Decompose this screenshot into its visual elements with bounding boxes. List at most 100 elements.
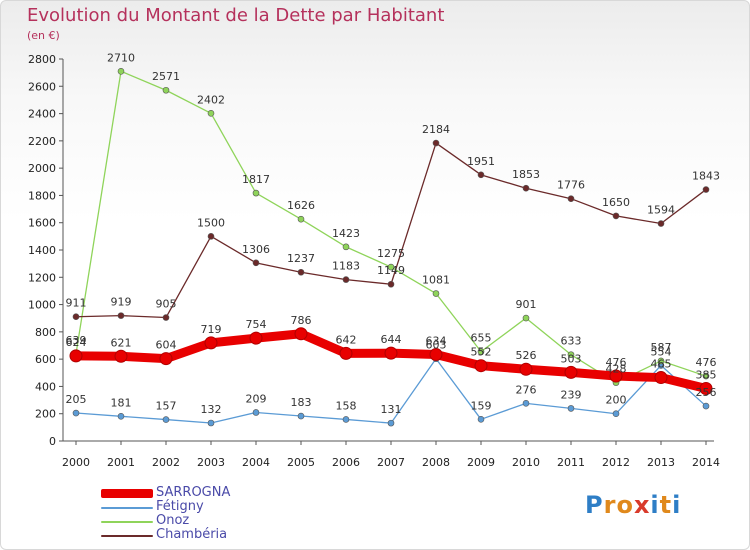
- data-label-chambéria: 1853: [512, 168, 540, 181]
- data-point-chambéria: [702, 186, 710, 193]
- data-label-sarrogna: 476: [606, 356, 627, 369]
- data-point-onoz: [207, 109, 215, 117]
- legend-swatch-sarrogna: [101, 489, 153, 498]
- legend-label-onoz: Onoz: [156, 513, 190, 528]
- data-point-onoz: [117, 67, 125, 75]
- data-label-sarrogna: 526: [516, 349, 537, 362]
- data-point-onoz: [342, 243, 350, 251]
- logo-letter: P: [585, 491, 604, 519]
- y-tick-label: 1600: [28, 217, 56, 230]
- data-label-chambéria: 1951: [467, 155, 495, 168]
- data-label-chambéria: 1776: [557, 179, 585, 192]
- data-point-sarrogna: [204, 336, 218, 350]
- data-point-chambéria: [72, 313, 80, 321]
- data-point-fétigny: [702, 402, 710, 410]
- data-point-sarrogna: [294, 327, 308, 341]
- data-label-onoz: 2710: [107, 51, 135, 64]
- data-point-onoz: [387, 263, 395, 271]
- x-tick-label: 2014: [692, 456, 720, 469]
- logo-letter: t: [659, 491, 673, 519]
- data-point-chambéria: [207, 233, 215, 240]
- data-label-chambéria: 1183: [332, 260, 360, 273]
- y-tick-label: 2000: [28, 162, 56, 175]
- data-label-fétigny: 256: [696, 386, 717, 399]
- data-point-sarrogna: [69, 349, 83, 363]
- data-point-sarrogna: [564, 365, 578, 379]
- data-label-onoz: 428: [606, 363, 627, 376]
- data-point-onoz: [702, 372, 710, 380]
- data-point-chambéria: [567, 195, 575, 203]
- y-tick-label: 800: [35, 326, 56, 339]
- data-label-chambéria: 1237: [287, 252, 315, 265]
- data-point-sarrogna: [699, 381, 713, 395]
- data-point-sarrogna: [339, 346, 353, 360]
- y-tick-label: 600: [35, 353, 56, 366]
- x-tick-label: 2007: [377, 456, 405, 469]
- y-tick-label: 0: [49, 435, 56, 448]
- chart-title: Evolution du Montant de la Dette par Hab…: [27, 5, 445, 26]
- y-tick-label: 1400: [28, 244, 56, 257]
- data-label-chambéria: 1594: [647, 204, 675, 217]
- data-label-onoz: 655: [471, 332, 492, 345]
- data-label-onoz: 1423: [332, 227, 360, 240]
- x-tick-label: 2008: [422, 456, 450, 469]
- x-tick-label: 2006: [332, 456, 360, 469]
- data-point-fétigny: [612, 410, 620, 418]
- logo-letter: i: [672, 491, 682, 519]
- legend-label-sarrogna: SARROGNA: [156, 485, 231, 500]
- x-tick-label: 2012: [602, 456, 630, 469]
- data-label-sarrogna: 503: [561, 352, 582, 365]
- data-point-chambéria: [657, 220, 665, 227]
- data-label-sarrogna: 719: [201, 323, 222, 336]
- data-point-sarrogna: [159, 352, 173, 366]
- x-tick-label: 2002: [152, 456, 180, 469]
- data-point-chambéria: [477, 171, 485, 179]
- y-tick-label: 2600: [28, 80, 56, 93]
- data-point-onoz: [567, 351, 575, 358]
- data-label-chambéria: 905: [156, 298, 177, 311]
- data-point-fétigny: [207, 419, 215, 427]
- data-point-fétigny: [72, 409, 80, 417]
- data-label-fétigny: 131: [381, 403, 402, 416]
- data-point-sarrogna: [609, 369, 623, 383]
- data-label-layer: 205 181 157 132 209 183 158 131 603 159 276 239 200 5…: [66, 51, 721, 416]
- logo-letter: o: [616, 491, 634, 519]
- data-point-sarrogna: [114, 349, 128, 363]
- data-label-sarrogna: 642: [336, 333, 357, 346]
- legend-swatch-fetigny: [101, 507, 153, 509]
- data-point-chambéria: [432, 139, 440, 147]
- data-point-sarrogna: [384, 346, 398, 360]
- y-tick-label: 2200: [28, 135, 56, 148]
- data-label-fétigny: 132: [201, 403, 222, 416]
- data-label-onoz: 1275: [377, 247, 405, 260]
- data-label-fétigny: 276: [516, 383, 537, 396]
- data-point-sarrogna: [474, 359, 488, 373]
- y-tick-label: 1200: [28, 271, 56, 284]
- y-tick-label: 1800: [28, 189, 56, 202]
- data-label-chambéria: 1149: [377, 264, 405, 277]
- data-point-fétigny: [477, 416, 485, 423]
- data-label-fétigny: 159: [471, 399, 492, 412]
- logo-letter: x: [633, 491, 651, 519]
- chart-subtitle: (en €): [27, 29, 60, 42]
- data-point-onoz: [657, 357, 665, 365]
- data-label-fétigny: 209: [246, 392, 267, 405]
- data-point-chambéria: [612, 212, 620, 220]
- data-label-fétigny: 200: [606, 394, 627, 407]
- logo-letter: r: [603, 491, 617, 519]
- data-label-onoz: 633: [561, 335, 582, 348]
- data-label-fétigny: 205: [66, 393, 87, 406]
- proxiti-logo: Proxiti: [585, 491, 681, 519]
- data-label-chambéria: 2184: [422, 123, 450, 136]
- data-label-chambéria: 1500: [197, 216, 225, 229]
- data-label-fétigny: 181: [111, 396, 132, 409]
- data-label-sarrogna: 385: [696, 368, 717, 381]
- data-point-chambéria: [387, 280, 395, 288]
- x-tick-label: 2001: [107, 456, 135, 469]
- y-tick-label: 2800: [28, 53, 56, 66]
- data-label-sarrogna: 552: [471, 346, 492, 359]
- data-label-onoz: 587: [651, 341, 672, 354]
- data-point-chambéria: [342, 276, 350, 283]
- x-tick-label: 2004: [242, 456, 270, 469]
